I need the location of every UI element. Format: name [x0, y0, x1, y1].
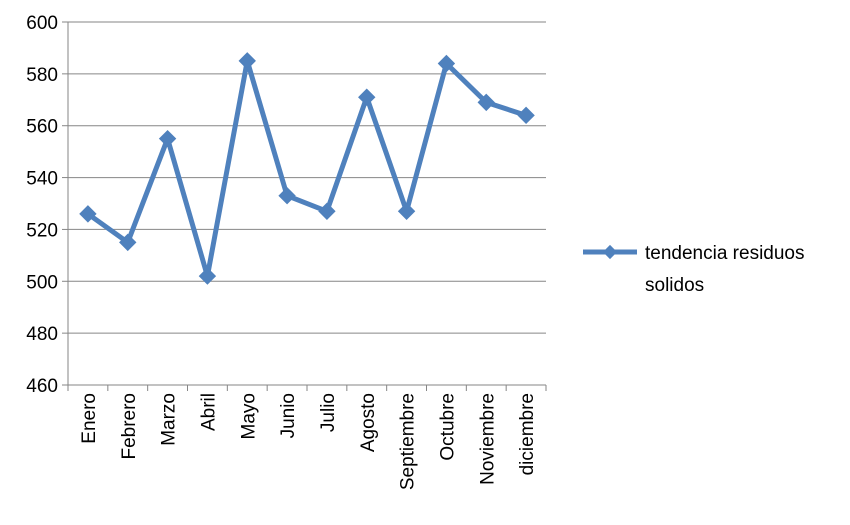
data-point-marker [119, 233, 137, 252]
data-point-marker [477, 93, 495, 112]
y-tick-label: 520 [26, 220, 58, 241]
data-point-marker [397, 202, 416, 220]
series-line-group [85, 58, 529, 279]
x-tick-label: diciembre [517, 393, 538, 475]
legend-label-line2: solidos [645, 275, 704, 296]
y-tick-label: 500 [26, 272, 58, 293]
x-tick-labels: Enero Febrero Marzo Abril Mayo Junio Julio Agos… [79, 393, 538, 490]
y-tick-label: 600 [26, 13, 58, 34]
x-tick-label: Julio [318, 393, 339, 432]
data-point-markers [79, 52, 535, 285]
legend-diamond-marker [602, 244, 618, 260]
x-tick-label: Septiembre [398, 393, 419, 490]
gridlines [68, 21, 546, 334]
x-tick-label: Junio [278, 393, 299, 438]
x-tick-label: Mayo [238, 393, 259, 439]
y-tick-label: 480 [26, 324, 58, 345]
x-tick-label: Octubre [437, 393, 458, 461]
y-tick-label: 560 [26, 117, 58, 138]
x-tick-label: Agosto [358, 393, 379, 452]
series-line [85, 58, 529, 279]
legend: tendencia residuos solidos [583, 243, 805, 296]
data-point-marker [198, 267, 217, 285]
data-point-marker [238, 52, 256, 70]
x-tick-label: Marzo [159, 393, 180, 446]
data-point-marker [358, 88, 376, 106]
legend-label-line1: tendencia residuos [645, 243, 805, 264]
axes [62, 21, 547, 391]
data-point-marker [158, 129, 177, 148]
data-point-marker [318, 202, 336, 220]
x-tick-label: Enero [79, 393, 100, 444]
data-point-marker [437, 54, 456, 73]
y-tick-label: 580 [26, 65, 58, 86]
x-tick-label: Febrero [119, 393, 140, 460]
y-tick-label: 460 [26, 376, 58, 397]
y-tick-label: 540 [26, 169, 58, 190]
data-point-marker [517, 106, 535, 125]
y-tick-labels: 460 480 500 520 540 560 580 600 [26, 13, 58, 397]
x-tick-label: Abril [198, 393, 219, 431]
x-tick-label: Noviembre [477, 393, 498, 485]
data-point-marker [79, 205, 97, 223]
data-point-marker [278, 187, 296, 205]
